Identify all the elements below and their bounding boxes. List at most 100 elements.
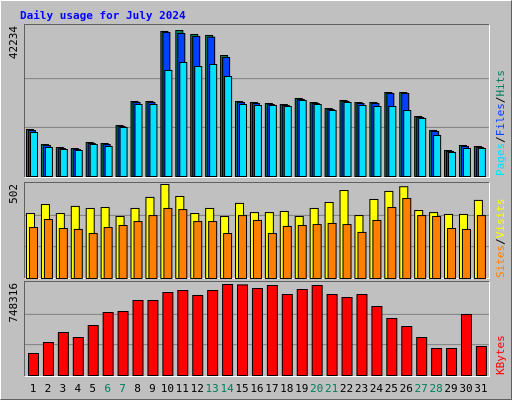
y-tick-label: 42234 bbox=[7, 26, 20, 59]
x-tick-label: 6 bbox=[104, 382, 111, 395]
bar bbox=[387, 207, 397, 279]
bar bbox=[193, 221, 203, 279]
bar bbox=[179, 61, 188, 177]
bar bbox=[373, 105, 382, 177]
bar bbox=[446, 348, 458, 377]
legend-entry: Pages bbox=[494, 143, 507, 176]
bar bbox=[147, 300, 159, 376]
y-tick-label: 502 bbox=[7, 184, 20, 204]
bar bbox=[312, 224, 322, 280]
x-tick-label: 14 bbox=[220, 382, 234, 395]
bar bbox=[148, 215, 158, 279]
x-tick-label: 24 bbox=[370, 382, 384, 395]
bar bbox=[371, 306, 383, 377]
x-tick-label: 17 bbox=[265, 382, 278, 395]
panel-bevel bbox=[24, 281, 490, 377]
bar bbox=[268, 104, 277, 177]
bar bbox=[118, 225, 128, 279]
bar bbox=[358, 104, 367, 177]
bar bbox=[134, 103, 143, 177]
bar bbox=[253, 104, 262, 177]
legend-separator: / bbox=[494, 136, 507, 143]
bar bbox=[57, 331, 69, 376]
bar bbox=[342, 224, 352, 280]
bar bbox=[283, 105, 292, 177]
bar bbox=[296, 288, 308, 376]
bar bbox=[73, 228, 83, 280]
bar bbox=[448, 152, 457, 177]
x-tick-label: 3 bbox=[60, 382, 67, 395]
legend-separator: / bbox=[494, 238, 507, 245]
legend-entry: KBytes bbox=[494, 335, 507, 375]
bar bbox=[237, 284, 249, 377]
bar bbox=[417, 215, 427, 279]
x-tick-label: 16 bbox=[250, 382, 263, 395]
chart-title: Daily usage for July 2024 bbox=[20, 9, 186, 22]
x-tick-label: 12 bbox=[191, 382, 204, 395]
x-tick-label: 27 bbox=[415, 382, 428, 395]
bar bbox=[104, 145, 113, 178]
bar bbox=[326, 293, 338, 376]
bar bbox=[44, 146, 53, 177]
bar bbox=[311, 284, 323, 376]
bar bbox=[282, 225, 292, 280]
bar bbox=[162, 292, 174, 376]
bar bbox=[266, 285, 278, 377]
bar bbox=[357, 231, 367, 279]
bar bbox=[194, 66, 203, 177]
bar bbox=[89, 143, 98, 178]
legend: Pages/Files/Hits bbox=[494, 70, 507, 176]
bar bbox=[177, 289, 189, 376]
bar bbox=[164, 69, 173, 177]
y-tick-label: 748316 bbox=[7, 283, 20, 323]
bar bbox=[223, 233, 233, 279]
bar bbox=[386, 318, 398, 376]
x-tick-label: 10 bbox=[161, 382, 174, 395]
bar bbox=[72, 336, 84, 377]
bar bbox=[117, 310, 129, 376]
bar bbox=[102, 311, 114, 377]
bar bbox=[30, 131, 38, 177]
bar bbox=[432, 216, 442, 279]
x-tick-label: 2 bbox=[45, 382, 52, 395]
bar bbox=[88, 233, 98, 279]
bar bbox=[341, 297, 353, 377]
x-tick-label: 9 bbox=[149, 382, 156, 395]
legend: Sites/Visits bbox=[494, 199, 507, 279]
bar bbox=[327, 222, 337, 280]
bar bbox=[460, 314, 472, 376]
bar bbox=[372, 219, 382, 280]
bar bbox=[416, 336, 428, 377]
panel-bevel bbox=[24, 24, 490, 178]
bar bbox=[222, 284, 234, 376]
bar bbox=[447, 228, 457, 279]
x-tick-label: 28 bbox=[429, 382, 442, 395]
bar bbox=[163, 207, 173, 279]
x-tick-label: 23 bbox=[355, 382, 368, 395]
bar bbox=[433, 135, 442, 178]
bar bbox=[239, 103, 248, 177]
bar bbox=[251, 288, 263, 377]
bar bbox=[87, 325, 99, 377]
bar bbox=[418, 117, 427, 177]
bar bbox=[475, 345, 487, 377]
panel-bevel bbox=[24, 281, 490, 377]
bar bbox=[313, 103, 322, 177]
bar bbox=[328, 110, 337, 177]
bar bbox=[238, 215, 248, 279]
bar bbox=[431, 348, 443, 377]
bar bbox=[178, 209, 188, 279]
x-tick-label: 21 bbox=[325, 382, 338, 395]
panel-bevel bbox=[24, 24, 490, 178]
bar bbox=[343, 101, 352, 177]
bar bbox=[207, 289, 219, 376]
x-tick-label: 22 bbox=[340, 382, 353, 395]
x-tick-label: 7 bbox=[119, 382, 126, 395]
bar bbox=[281, 293, 293, 376]
legend-entry: Files bbox=[494, 103, 507, 136]
x-tick-label: 31 bbox=[474, 382, 487, 395]
bar bbox=[209, 63, 218, 177]
